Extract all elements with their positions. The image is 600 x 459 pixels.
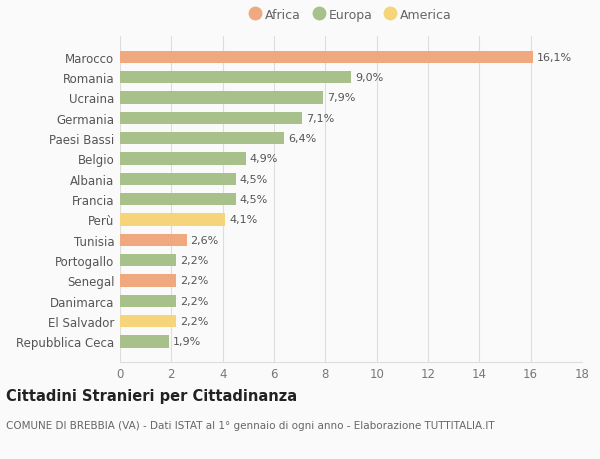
Bar: [120, 92, 323, 104]
Bar: [120, 295, 176, 307]
Text: 4,9%: 4,9%: [250, 154, 278, 164]
Text: 4,5%: 4,5%: [239, 195, 268, 205]
Text: Cittadini Stranieri per Cittadinanza: Cittadini Stranieri per Cittadinanza: [6, 388, 297, 403]
Text: 7,1%: 7,1%: [306, 113, 334, 123]
Text: 6,4%: 6,4%: [288, 134, 316, 144]
Bar: [120, 112, 302, 124]
Text: 2,2%: 2,2%: [181, 316, 209, 326]
Text: 4,5%: 4,5%: [239, 174, 268, 185]
Legend: Africa, Europa, America: Africa, Europa, America: [245, 4, 457, 27]
Text: 9,0%: 9,0%: [355, 73, 383, 83]
Bar: [120, 72, 351, 84]
Bar: [120, 153, 246, 165]
Bar: [120, 133, 284, 145]
Bar: [120, 336, 169, 348]
Bar: [120, 234, 187, 246]
Bar: [120, 51, 533, 64]
Text: 2,2%: 2,2%: [181, 256, 209, 265]
Text: COMUNE DI BREBBIA (VA) - Dati ISTAT al 1° gennaio di ogni anno - Elaborazione TU: COMUNE DI BREBBIA (VA) - Dati ISTAT al 1…: [6, 420, 494, 430]
Text: 16,1%: 16,1%: [537, 53, 572, 62]
Text: 2,2%: 2,2%: [181, 276, 209, 286]
Text: 2,6%: 2,6%: [191, 235, 219, 245]
Bar: [120, 254, 176, 267]
Text: 7,9%: 7,9%: [326, 93, 355, 103]
Bar: [120, 315, 176, 328]
Bar: [120, 174, 235, 185]
Text: 1,9%: 1,9%: [173, 337, 201, 347]
Text: 2,2%: 2,2%: [181, 296, 209, 306]
Bar: [120, 275, 176, 287]
Text: 4,1%: 4,1%: [229, 215, 257, 225]
Bar: [120, 214, 225, 226]
Bar: [120, 194, 235, 206]
